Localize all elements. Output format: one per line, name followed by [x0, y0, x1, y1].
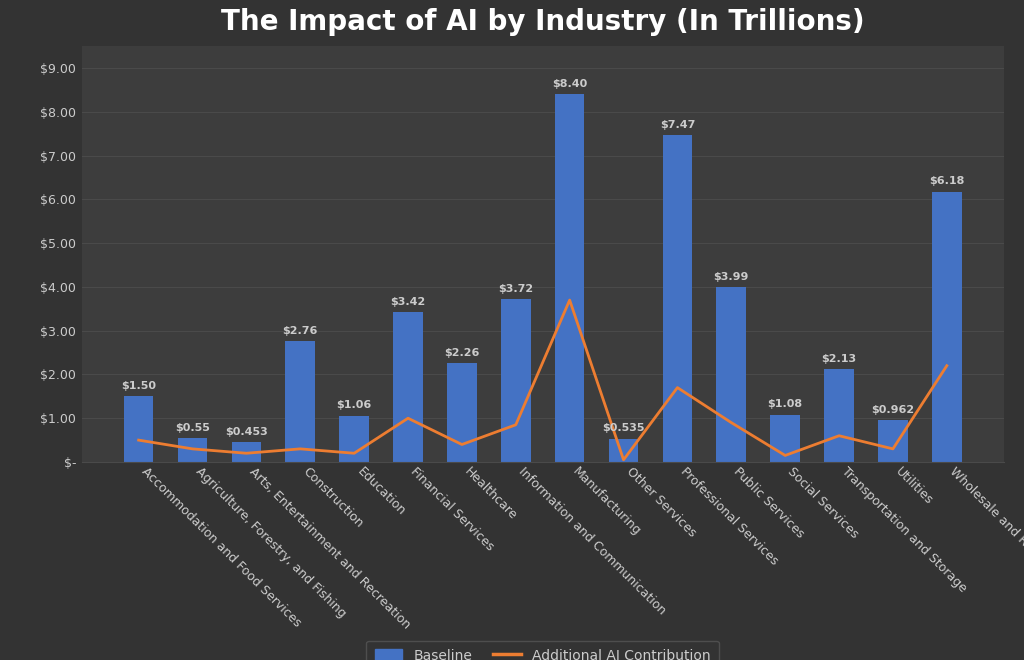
Text: $0.962: $0.962 [871, 405, 914, 414]
Legend: Baseline, Additional AI Contribution: Baseline, Additional AI Contribution [367, 641, 719, 660]
Text: $0.55: $0.55 [175, 422, 210, 433]
Bar [339, 416, 369, 462]
Text: $6.18: $6.18 [929, 176, 965, 186]
Text: $0.535: $0.535 [602, 423, 645, 434]
Bar [447, 363, 477, 462]
Text: $7.47: $7.47 [659, 120, 695, 130]
Title: The Impact of AI by Industry (In Trillions): The Impact of AI by Industry (In Trillio… [221, 7, 864, 36]
Bar [879, 420, 907, 462]
Text: $1.06: $1.06 [337, 401, 372, 411]
Text: $2.26: $2.26 [444, 348, 479, 358]
Text: $2.76: $2.76 [283, 326, 318, 336]
Bar [608, 439, 638, 462]
Text: $3.42: $3.42 [390, 297, 426, 307]
Text: $3.72: $3.72 [499, 284, 534, 294]
Text: $1.08: $1.08 [768, 399, 803, 409]
Bar [932, 191, 962, 462]
Bar [717, 287, 746, 462]
Bar [231, 442, 261, 462]
Text: $1.50: $1.50 [121, 381, 156, 391]
Bar [824, 369, 854, 462]
Bar [663, 135, 692, 462]
Bar [501, 299, 530, 462]
Bar [286, 341, 315, 462]
Bar [555, 94, 585, 462]
Bar [124, 397, 154, 462]
Text: $0.453: $0.453 [225, 427, 267, 437]
Bar [178, 438, 207, 462]
Text: $2.13: $2.13 [821, 354, 857, 364]
Bar [770, 414, 800, 462]
Text: $8.40: $8.40 [552, 79, 588, 89]
Bar [393, 312, 423, 462]
Text: $3.99: $3.99 [714, 272, 749, 282]
